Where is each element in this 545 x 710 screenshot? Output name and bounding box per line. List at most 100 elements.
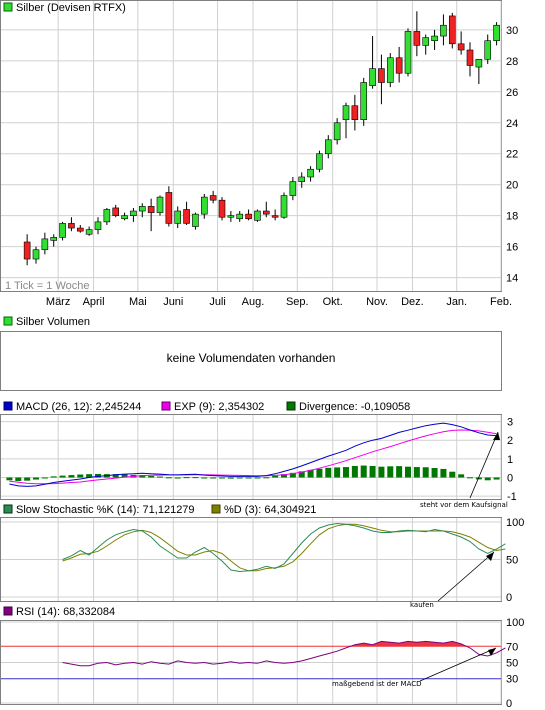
- divergence-bar: [458, 474, 465, 478]
- price-legend-swatch: [3, 2, 13, 12]
- rsi-annotation: maßgebend ist der MACD: [332, 647, 497, 688]
- divergence-bar: [112, 474, 119, 478]
- price-y-tick: 14: [506, 273, 518, 285]
- divergence-bar: [405, 466, 411, 478]
- candle-body: [342, 105, 350, 120]
- divergence-bar: [484, 477, 491, 481]
- candle-body: [23, 241, 31, 260]
- stoch-legend-swatch-k: [3, 504, 13, 514]
- macd-annotation-line1: steht vor dem Kaufsignal: [420, 501, 508, 509]
- x-axis-labels: März April Mai Juni Juli Aug. Sep. Okt. Nov. Dez.…: [46, 296, 512, 308]
- divergence-bar: [157, 476, 163, 478]
- candle-body: [68, 223, 75, 229]
- divergence-bar: [316, 468, 323, 478]
- divergence-bar: [422, 467, 429, 478]
- rsi-line: [62, 640, 506, 667]
- divergence-bar: [192, 477, 199, 479]
- rsi-y-tick: 100: [506, 617, 524, 629]
- price-grid: [1, 1, 502, 291]
- divergence-bar: [33, 477, 39, 480]
- candle-body: [298, 176, 306, 182]
- rsi-legend: RSI (14): 68,332084: [16, 606, 115, 618]
- divergence-bar: [183, 477, 190, 479]
- divergence-bar: [360, 465, 367, 478]
- divergence-bar: [334, 467, 341, 478]
- macd-annotation: steht vor dem Kaufsignal: [420, 431, 508, 509]
- volume-message: keine Volumendaten vorhanden: [167, 351, 336, 365]
- stoch-annotation-text: kaufen: [410, 601, 434, 609]
- macd-y-axis: 3 2 1 0 -1: [507, 417, 517, 504]
- divergence-bar: [281, 474, 287, 478]
- candle-body: [94, 221, 102, 230]
- divergence-bar: [307, 469, 314, 478]
- divergence-bar: [15, 477, 22, 482]
- candle-body: [378, 68, 385, 83]
- x-axis-label: Mai: [129, 296, 147, 308]
- candle-body: [147, 206, 155, 213]
- candle-body: [448, 15, 456, 45]
- candle-body: [85, 229, 93, 235]
- candle-body: [183, 209, 190, 224]
- stoch-annotation-arrow: [437, 551, 495, 602]
- stoch-legend-d: %D (3): 64,304921: [224, 504, 316, 516]
- macd-legend-swatch-divergence: [286, 401, 296, 411]
- divergence-bar: [86, 474, 93, 478]
- candle-body: [316, 153, 323, 170]
- macd-y-tick: 0: [507, 473, 513, 485]
- price-y-tick: 28: [506, 56, 518, 68]
- candle-body: [130, 210, 137, 216]
- divergence-bar: [174, 477, 181, 479]
- macd-legend-swatch-macd: [3, 401, 13, 411]
- divergence-bar: [68, 475, 75, 478]
- macd-legend-exp: EXP (9): 2,354302: [174, 401, 264, 413]
- macd-y-tick: -1: [507, 491, 517, 503]
- x-axis-label: Jan.: [446, 296, 467, 308]
- candle-body: [422, 37, 430, 46]
- rsi-y-tick: 70: [506, 641, 518, 653]
- candle-body: [254, 210, 261, 221]
- macd-exp-line: [9, 429, 497, 485]
- price-panel-frame: [0, 0, 502, 292]
- divergence-bar: [41, 477, 48, 479]
- divergence-bar: [298, 471, 305, 478]
- macd-panel: MACD (26, 12): 2,245244 EXP (9): 2,35430…: [0, 401, 517, 509]
- divergence-bar: [493, 477, 500, 480]
- stoch-k-line: [62, 522, 506, 573]
- divergence-bar: [440, 468, 447, 478]
- candle-body: [351, 105, 359, 120]
- candle-body: [227, 215, 235, 218]
- x-axis-label: Nov.: [366, 296, 388, 308]
- candle-body: [386, 57, 394, 83]
- price-y-axis: 14 16 18 20 22 24 26 28 30: [506, 25, 518, 285]
- candle-body: [245, 213, 252, 220]
- price-legend: Silber (Devisen RTFX): [16, 2, 126, 14]
- tick-note: 1 Tick = 1 Woche: [5, 280, 89, 292]
- divergence-bar: [449, 471, 456, 478]
- divergence-bar: [59, 475, 66, 478]
- macd-panel-frame: [0, 414, 502, 500]
- candle-body: [41, 238, 49, 251]
- candle-body: [395, 57, 403, 74]
- candle-body: [457, 43, 465, 51]
- rsi-annotation-text: maßgebend ist der MACD: [332, 680, 422, 688]
- stoch-y-axis: 100 50 0: [506, 517, 524, 604]
- stoch-y-tick: 0: [506, 592, 512, 604]
- divergence-bar: [210, 477, 217, 479]
- divergence-bar: [467, 477, 473, 479]
- candle-body: [209, 195, 217, 201]
- divergence-bar: [413, 467, 420, 478]
- candle-body: [271, 215, 279, 218]
- volume-panel-frame: [0, 331, 502, 391]
- divergence-bar: [325, 467, 332, 478]
- candle-body: [404, 31, 412, 74]
- candle-body: [431, 35, 438, 42]
- candle-body: [156, 196, 164, 213]
- x-axis-label: Okt.: [323, 296, 343, 308]
- price-y-tick: 24: [506, 118, 518, 130]
- divergence-bar: [263, 477, 270, 479]
- price-y-tick: 18: [506, 211, 518, 223]
- divergence-bar: [95, 473, 101, 478]
- price-y-tick: 16: [506, 242, 518, 254]
- x-axis-label: Juni: [163, 296, 183, 308]
- stoch-d-line: [62, 523, 506, 572]
